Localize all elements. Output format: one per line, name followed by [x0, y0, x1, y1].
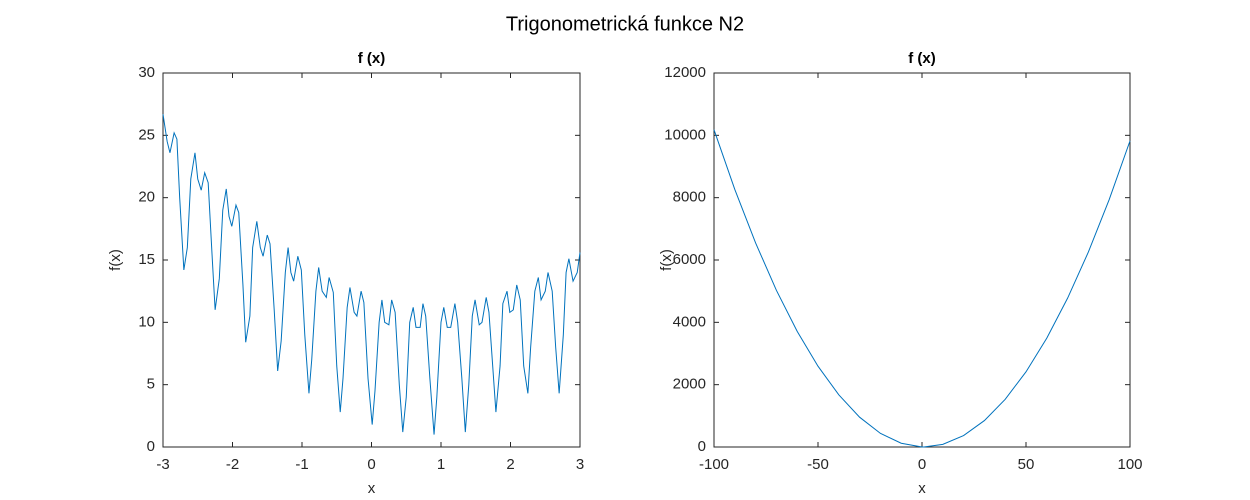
x-tick-label: 0 [367, 456, 375, 473]
y-tick-label: 2000 [673, 376, 706, 393]
x-tick-label: 0 [918, 456, 926, 473]
axes-title: f (x) [358, 50, 386, 67]
x-tick-label: 1 [437, 456, 445, 473]
x-tick-label: -50 [807, 456, 829, 473]
x-tick-label: 100 [1117, 456, 1142, 473]
figure-title: Trigonometrická funkce N2 [506, 13, 744, 35]
y-tick-label: 12000 [664, 64, 706, 81]
y-tick-label: 4000 [673, 313, 706, 330]
x-axis-label: x [918, 480, 926, 497]
y-tick-label: 0 [147, 438, 155, 455]
y-tick-label: 15 [138, 251, 155, 268]
x-tick-label: 2 [506, 456, 514, 473]
y-tick-label: 5 [147, 376, 155, 393]
axes-title: f (x) [908, 50, 936, 67]
x-axis-label: x [368, 480, 376, 497]
y-tick-label: 10 [138, 313, 155, 330]
y-tick-label: 8000 [673, 189, 706, 206]
axes-box [162, 72, 581, 448]
y-tick-label: 6000 [673, 251, 706, 268]
x-tick-label: -1 [295, 456, 308, 473]
y-tick-label: 0 [698, 438, 706, 455]
line [162, 114, 581, 435]
x-tick-label: 50 [1018, 456, 1035, 473]
y-axis-label: f(x) [107, 249, 124, 271]
y-tick-label: 25 [138, 126, 155, 143]
y-axis-label: f(x) [658, 249, 675, 271]
y-tick-label: 10000 [664, 126, 706, 143]
y-tick-label: 20 [138, 189, 155, 206]
x-tick-label: 3 [576, 456, 584, 473]
x-tick-label: -3 [156, 456, 169, 473]
y-tick-label: 30 [138, 64, 155, 81]
x-tick-label: -100 [699, 456, 729, 473]
line [713, 129, 1131, 448]
x-tick-label: -2 [226, 456, 239, 473]
axes-box [713, 72, 1131, 448]
